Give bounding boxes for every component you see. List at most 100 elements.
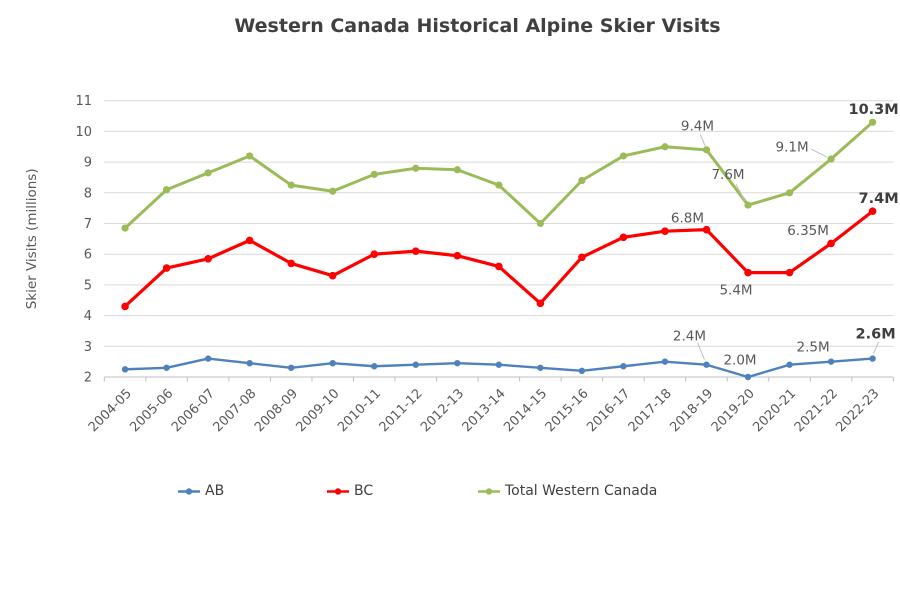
x-tick-label: 2010-11 bbox=[335, 386, 384, 435]
y-tick-label: 10 bbox=[75, 125, 92, 140]
data-point-total-western-canada-2008-09 bbox=[287, 181, 295, 189]
data-point-ab-2015-16 bbox=[578, 367, 586, 375]
y-tick-label: 2 bbox=[84, 371, 92, 386]
data-point-ab-2022-23 bbox=[869, 355, 876, 362]
data-point-bc-2020-21 bbox=[785, 268, 794, 277]
data-point-bc-2018-19 bbox=[702, 225, 711, 234]
y-tick-label: 8 bbox=[84, 186, 92, 201]
data-point-bc-2021-22 bbox=[827, 239, 835, 248]
legend-label: AB bbox=[205, 483, 225, 499]
data-label-bc-2022-23: 7.4M bbox=[859, 191, 899, 207]
data-point-total-western-canada-2022-23 bbox=[869, 118, 877, 126]
x-tick-label: 2017-18 bbox=[626, 386, 675, 435]
x-tick-label: 2008-09 bbox=[252, 386, 301, 435]
x-tick-label: 2013-14 bbox=[460, 386, 509, 435]
x-tick-label: 2018-19 bbox=[667, 386, 716, 435]
y-tick-label: 11 bbox=[75, 94, 92, 109]
x-tick-label: 2007-08 bbox=[210, 386, 259, 435]
y-tick-label: 4 bbox=[84, 309, 92, 324]
data-point-total-western-canada-2009-10 bbox=[329, 187, 337, 195]
legend-label: Total Western Canada bbox=[505, 483, 658, 499]
data-point-total-western-canada-2016-17 bbox=[619, 152, 628, 160]
data-point-total-western-canada-2011-12 bbox=[412, 164, 420, 172]
data-point-bc-2012-13 bbox=[453, 251, 462, 260]
data-point-total-western-canada-2006-07 bbox=[204, 169, 212, 177]
data-label-leader bbox=[810, 148, 828, 158]
data-point-ab-2011-12 bbox=[412, 361, 419, 368]
y-axis-title: Skier Visits (millions) bbox=[24, 168, 40, 309]
legend-item-bc: BC bbox=[327, 483, 373, 499]
data-label-total-western-canada-2021-22: 9.1M bbox=[776, 140, 809, 156]
data-point-ab-2019-20 bbox=[744, 373, 752, 381]
x-tick-label: 2005-06 bbox=[127, 386, 176, 435]
data-point-ab-2008-09 bbox=[287, 364, 295, 371]
data-label-ab-2022-23: 2.6M bbox=[856, 326, 896, 342]
y-tick-label: 6 bbox=[84, 248, 92, 263]
data-point-ab-2020-21 bbox=[786, 361, 793, 368]
data-point-ab-2007-08 bbox=[246, 359, 253, 367]
data-point-total-western-canada-2017-18 bbox=[661, 143, 669, 151]
data-point-ab-2013-14 bbox=[495, 361, 503, 368]
data-point-ab-2018-19 bbox=[703, 361, 710, 368]
x-tick-label: 2011-12 bbox=[377, 386, 426, 435]
x-tick-label: 2006-07 bbox=[169, 386, 218, 435]
data-point-ab-2006-07 bbox=[204, 355, 212, 362]
data-label-leader bbox=[697, 342, 705, 360]
x-tick-label: 2022-23 bbox=[833, 386, 882, 435]
x-tick-label: 2004-05 bbox=[86, 386, 135, 435]
data-label-leader bbox=[873, 341, 880, 354]
data-label-ab-2018-19: 2.4M bbox=[673, 328, 706, 344]
data-point-ab-2012-13 bbox=[454, 359, 461, 367]
data-point-total-western-canada-2012-13 bbox=[453, 166, 461, 174]
data-point-total-western-canada-2015-16 bbox=[578, 176, 586, 185]
data-point-ab-2010-11 bbox=[371, 363, 378, 370]
data-label-bc-2021-22: 6.35M bbox=[787, 223, 829, 239]
data-point-bc-2010-11 bbox=[370, 250, 379, 258]
x-tick-label: 2014-15 bbox=[501, 386, 550, 435]
data-label-ab-2019-20: 2.0M bbox=[723, 353, 756, 369]
x-tick-label: 2016-17 bbox=[584, 386, 633, 435]
data-point-ab-2014-15 bbox=[537, 364, 544, 371]
legend-label: BC bbox=[354, 483, 374, 499]
data-point-total-western-canada-2014-15 bbox=[536, 219, 544, 228]
x-tick-label: 2012-13 bbox=[418, 386, 467, 435]
x-tick-label: 2020-21 bbox=[750, 386, 799, 435]
x-tick-label: 2021-22 bbox=[792, 386, 841, 435]
data-point-bc-2014-15 bbox=[536, 299, 545, 308]
legend-marker-icon bbox=[178, 487, 200, 495]
series-line-total-western-canada bbox=[123, 120, 875, 230]
y-tick-label: 9 bbox=[84, 156, 92, 171]
data-point-bc-2017-18 bbox=[661, 227, 669, 235]
data-label-bc-2019-20: 5.4M bbox=[719, 282, 752, 298]
data-label-leader bbox=[700, 134, 706, 148]
data-point-bc-2004-05 bbox=[121, 302, 129, 311]
chart-title: Western Canada Historical Alpine Skier V… bbox=[234, 15, 721, 37]
data-point-total-western-canada-2019-20 bbox=[744, 201, 752, 209]
data-point-ab-2017-18 bbox=[661, 358, 669, 365]
data-point-ab-2005-06 bbox=[163, 364, 170, 371]
data-point-bc-2016-17 bbox=[619, 233, 628, 242]
legend-item-ab: AB bbox=[178, 483, 224, 499]
x-tick-label: 2009-10 bbox=[294, 386, 343, 435]
y-tick-label: 7 bbox=[84, 217, 92, 232]
data-point-ab-2004-05 bbox=[121, 366, 129, 373]
data-point-bc-2013-14 bbox=[495, 262, 503, 271]
data-point-total-western-canada-2007-08 bbox=[246, 152, 254, 160]
data-point-bc-2015-16 bbox=[578, 253, 586, 262]
data-point-bc-2019-20 bbox=[744, 268, 752, 277]
legend-marker-icon bbox=[478, 487, 500, 495]
data-point-bc-2005-06 bbox=[162, 264, 171, 272]
data-point-total-western-canada-2005-06 bbox=[162, 186, 171, 194]
data-point-ab-2009-10 bbox=[329, 359, 336, 367]
legend-marker-icon bbox=[327, 487, 349, 495]
data-label-ab-2021-22: 2.5M bbox=[797, 339, 830, 355]
data-point-total-western-canada-2018-19 bbox=[702, 146, 711, 154]
x-tick-label: 2019-20 bbox=[709, 386, 758, 435]
x-tick-label: 2015-16 bbox=[543, 386, 592, 435]
data-point-total-western-canada-2013-14 bbox=[495, 181, 503, 189]
data-point-bc-2007-08 bbox=[245, 236, 254, 245]
data-point-total-western-canada-2010-11 bbox=[370, 170, 378, 178]
data-point-total-western-canada-2020-21 bbox=[785, 189, 794, 197]
data-label-total-western-canada-2019-20: 7.6M bbox=[711, 167, 744, 183]
